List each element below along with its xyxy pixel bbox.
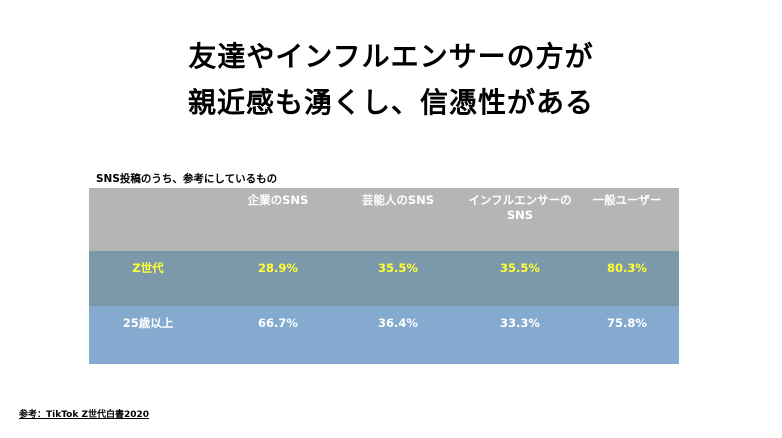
adult-influencer-value: 33.3% (500, 316, 540, 330)
genz-general-user-value: 80.3% (607, 261, 647, 275)
header-cell-corporate-sns: 企業のSNS (247, 193, 309, 207)
adult-corporate-value: 66.7% (258, 316, 298, 330)
table-row-genz: Z世代 28.9% 35.5% 35.5% 80.3% (89, 251, 679, 306)
genz-celebrity-value: 35.5% (378, 261, 418, 275)
header-cell-general-user: 一般ユーザー (592, 193, 662, 207)
source-citation: 参考：TikTok Z世代白書2020 (19, 410, 150, 420)
header-cell-celebrity-sns: 芸能人のSNS (361, 193, 435, 207)
header-cell-influencer-sns: インフルエンサーの SNS (468, 193, 572, 222)
table-caption: SNS投稿のうち、参考にしているもの (96, 173, 278, 185)
title-line-1: 友達やインフルエンサーの方が (188, 40, 594, 73)
row-label-25-plus: 25歳以上 (122, 316, 174, 330)
row-label-genz: Z世代 (132, 261, 164, 275)
adult-general-user-value: 75.8% (607, 316, 647, 330)
genz-influencer-value: 35.5% (500, 261, 540, 275)
genz-corporate-value: 28.9% (258, 261, 298, 275)
comparison-table: 企業のSNS 芸能人のSNS インフルエンサーの SNS 一般ユーザー Z世代 … (89, 188, 679, 364)
title-line-2: 親近感も湧くし、信憑性がある (187, 86, 594, 119)
slide-title: 友達やインフルエンサーの方が 親近感も湧くし、信憑性がある (0, 34, 782, 126)
adult-celebrity-value: 36.4% (378, 316, 418, 330)
table-header-row: 企業のSNS 芸能人のSNS インフルエンサーの SNS 一般ユーザー (89, 188, 679, 251)
table-row-25-plus: 25歳以上 66.7% 36.4% 33.3% 75.8% (89, 306, 679, 364)
